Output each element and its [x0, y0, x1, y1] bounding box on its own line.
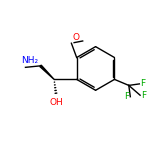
Text: NH₂: NH₂ — [22, 56, 39, 65]
Text: O: O — [72, 33, 79, 43]
Text: F: F — [141, 91, 146, 100]
Text: OH: OH — [49, 98, 63, 107]
Text: F: F — [124, 92, 130, 101]
Polygon shape — [40, 65, 54, 79]
Text: F: F — [140, 79, 145, 88]
